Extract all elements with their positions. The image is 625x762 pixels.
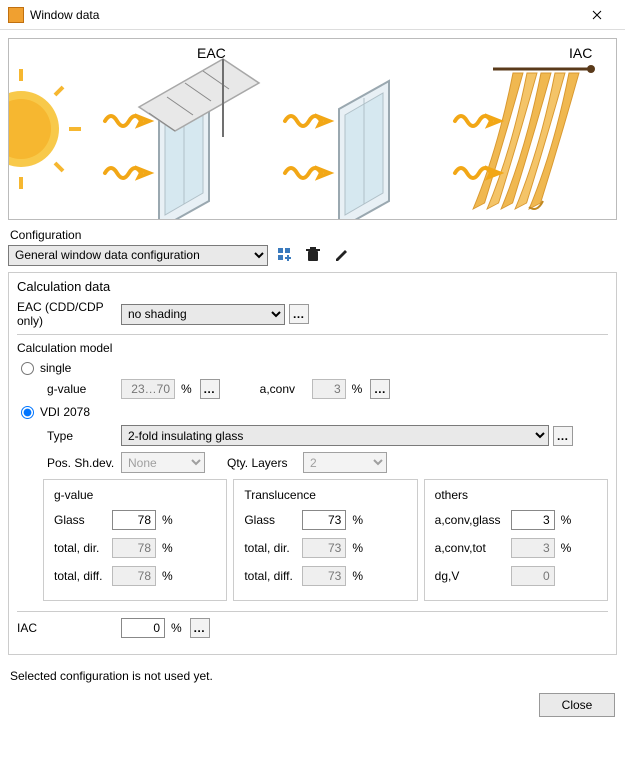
close-button[interactable]: Close [539,693,615,717]
model-vdi-label: VDI 2078 [40,405,90,419]
close-window-button[interactable] [577,1,617,29]
single-gvalue-input[interactable] [121,379,175,399]
aconv-label: a,conv [260,382,312,396]
type-more-button[interactable]: … [553,426,573,446]
single-aconv-input[interactable] [312,379,346,399]
dgv-label: dg,V [435,569,511,583]
trans-totaldiff-input[interactable] [302,566,346,586]
iac-row-label: IAC [17,621,121,635]
iac-label: IAC [569,45,592,61]
pct-label: % [181,382,192,396]
trans-glass-label: Glass [244,513,302,527]
window-title: Window data [30,8,577,22]
add-config-button[interactable] [274,244,296,266]
model-single-radio[interactable] [21,362,34,375]
translucence-group: Translucence Glass % total, dir. % total… [233,479,417,601]
trans-totaldir-label: total, dir. [244,541,302,555]
iac-input[interactable] [121,618,165,638]
calculation-model-title: Calculation model [17,341,608,355]
eac-option-label: EAC (CDD/CDP only) [17,300,121,328]
qty-layers-label: Qty. Layers [227,456,303,470]
qty-layers-select[interactable]: 2 [303,452,387,473]
aconvglass-label: a,conv,glass [435,513,511,527]
delete-config-button[interactable] [302,244,324,266]
eac-label: EAC [197,45,226,61]
eac-more-button[interactable]: … [289,304,309,324]
aconvtot-label: a,conv,tot [435,541,511,555]
others-group: others a,conv,glass % a,conv,tot % dg,V [424,479,608,601]
gvalue-label: g-value [47,382,121,396]
hero-illustration: EAC IAC [8,38,617,220]
close-icon [592,10,602,20]
pencil-icon [334,248,349,263]
gvalue-totaldir-label: total, dir. [54,541,112,555]
pos-shdev-select[interactable]: None [121,452,205,473]
status-text: Selected configuration is not used yet. [0,663,625,689]
trans-glass-input[interactable] [302,510,346,530]
grid-plus-icon [277,247,293,263]
gvalue-totaldiff-input[interactable] [112,566,156,586]
configuration-label: Configuration [10,228,617,242]
app-icon [8,7,24,23]
gvalue-glass-input[interactable] [112,510,156,530]
configuration-select[interactable]: General window data configuration [8,245,268,266]
pos-shdev-label: Pos. Sh.dev. [47,456,121,470]
eac-shading-select[interactable]: no shading [121,304,285,325]
edit-config-button[interactable] [330,244,352,266]
trash-icon [306,247,320,263]
translucence-group-title: Translucence [244,488,406,502]
others-group-title: others [435,488,597,502]
gvalue-group-title: g-value [54,488,216,502]
trans-totaldir-input[interactable] [302,538,346,558]
dgv-input[interactable] [511,566,555,586]
single-gvalue-more[interactable]: … [200,379,220,399]
model-single-label: single [40,361,71,375]
iac-more-button[interactable]: … [190,618,210,638]
gvalue-group: g-value Glass % total, dir. % total, dif… [43,479,227,601]
type-label: Type [47,429,121,443]
model-vdi-radio[interactable] [21,406,34,419]
aconvglass-input[interactable] [511,510,555,530]
calculation-data-title: Calculation data [17,279,608,294]
gvalue-glass-label: Glass [54,513,112,527]
single-aconv-more[interactable]: … [370,379,390,399]
gvalue-totaldiff-label: total, diff. [54,569,112,583]
trans-totaldiff-label: total, diff. [244,569,302,583]
type-select[interactable]: 2-fold insulating glass [121,425,549,446]
aconvtot-input[interactable] [511,538,555,558]
gvalue-totaldir-input[interactable] [112,538,156,558]
